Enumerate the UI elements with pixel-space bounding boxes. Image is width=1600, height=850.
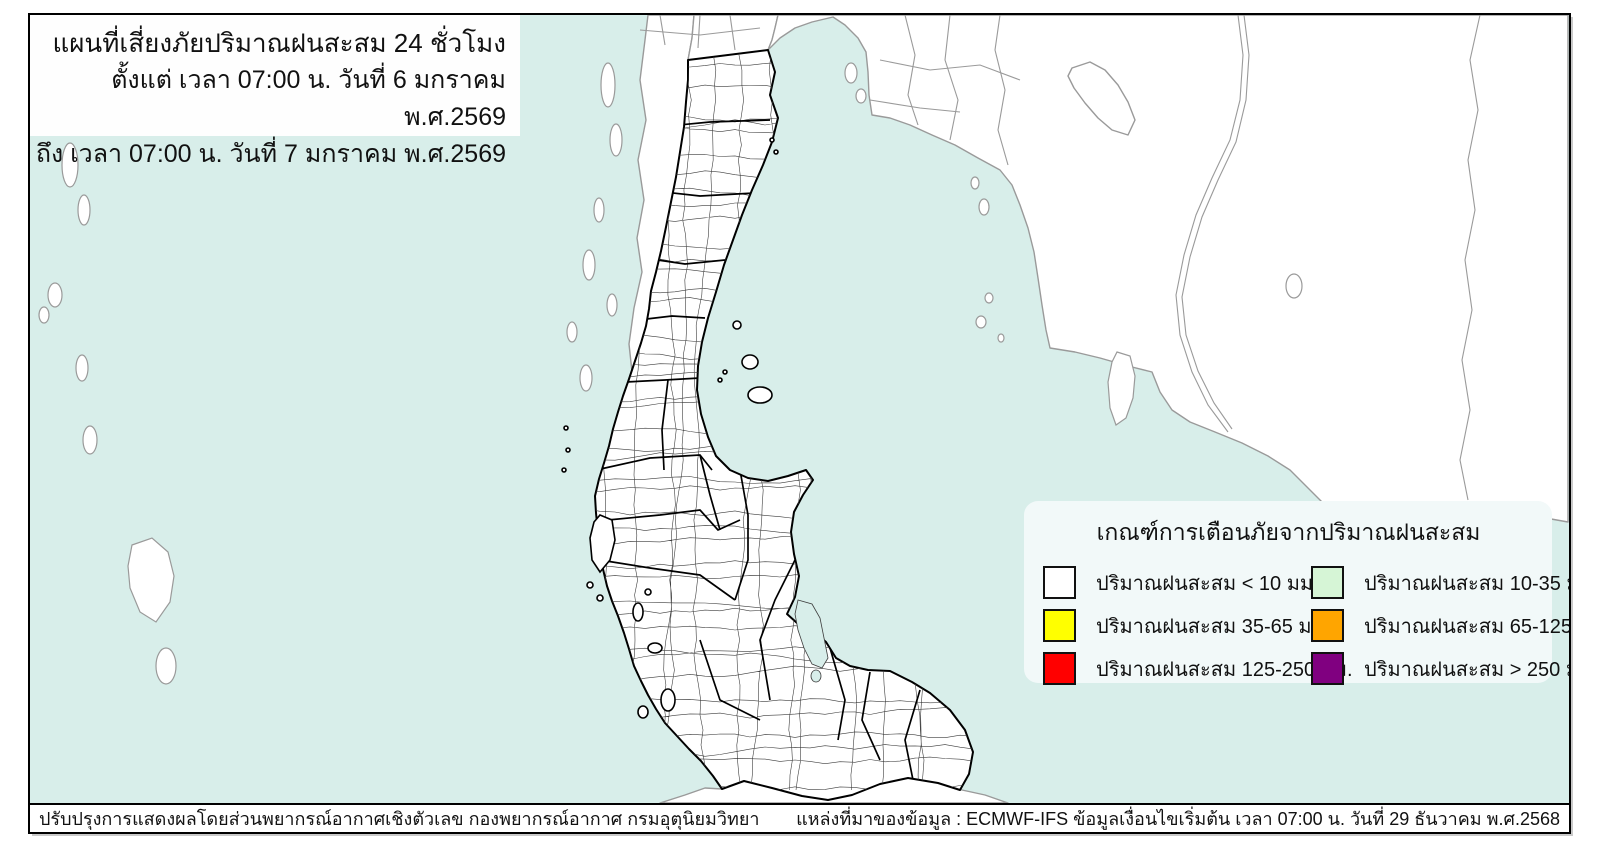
- legend-label: ปริมาณฝนสะสม < 10 มม.: [1096, 572, 1319, 595]
- map-period-from: ตั้งแต่ เวลา 07:00 น. วันที่ 6 มกราคม พ.…: [111, 66, 506, 131]
- legend-label: ปริมาณฝนสะสม > 250 มม.: [1364, 658, 1569, 681]
- legend-label: ปริมาณฝนสะสม 10-35 มม.: [1364, 572, 1569, 595]
- legend-label: ปริมาณฝนสะสม 125-250 มม.: [1096, 658, 1353, 681]
- legend-grid: ปริมาณฝนสะสม < 10 มม. ปริมาณฝนสะสม 10-35…: [1043, 561, 1569, 690]
- legend-box: เกณฑ์การเตือนภัยจากปริมาณฝนสะสม ปริมาณฝน…: [1024, 501, 1569, 685]
- songkhla-lake: [794, 599, 829, 683]
- footer-credit: ปรับปรุงการแสดงผลโดยส่วนพยากรณ์อากาศเชิง…: [39, 809, 760, 829]
- title-box: แผนที่เสี่ยงภัยปริมาณฝนสะสม 24 ชั่วโมง ต…: [30, 15, 520, 168]
- thailand-outline: [594, 49, 974, 801]
- legend-item: ปริมาณฝนสะสม 125-250 มม.: [1043, 652, 1353, 685]
- legend-title: เกณฑ์การเตือนภัยจากปริมาณฝนสะสม: [1096, 519, 1481, 545]
- map-frame: แผนที่เสี่ยงภัยปริมาณฝนสะสม 24 ชั่วโมง ต…: [28, 13, 1571, 834]
- legend-swatch-35-65: [1043, 609, 1076, 642]
- thai-islands: [561, 137, 779, 719]
- foreign-islands: [38, 62, 1303, 754]
- legend-item: ปริมาณฝนสะสม < 10 มม.: [1043, 566, 1319, 599]
- legend-label: ปริมาณฝนสะสม 65-125 มม.: [1364, 615, 1569, 638]
- map-title: แผนที่เสี่ยงภัยปริมาณฝนสะสม 24 ชั่วโมง: [52, 28, 506, 58]
- map-area: แผนที่เสี่ยงภัยปริมาณฝนสะสม 24 ชั่วโมง ต…: [30, 15, 1569, 803]
- legend-swatch-65-125: [1311, 609, 1344, 642]
- legend-item: ปริมาณฝนสะสม > 250 มม.: [1311, 652, 1569, 685]
- province-boundaries: [595, 119, 921, 791]
- legend-swatch-10-35: [1311, 566, 1344, 599]
- legend-swatch-lt10: [1043, 566, 1076, 599]
- footer-bar: ปรับปรุงการแสดงผลโดยส่วนพยากรณ์อากาศเชิง…: [30, 803, 1569, 832]
- legend-item: ปริมาณฝนสะสม 10-35 มม.: [1311, 566, 1569, 599]
- legend-label: ปริมาณฝนสะสม 35-65 มม.: [1096, 615, 1331, 638]
- footer-data-source: แหล่งที่มาของข้อมูล : ECMWF-IFS ข้อมูลเง…: [796, 809, 1560, 829]
- legend-swatch-gt250: [1311, 652, 1344, 685]
- map-svg: [30, 15, 1569, 803]
- legend-swatch-125-250: [1043, 652, 1076, 685]
- map-period-to: ถึง เวลา 07:00 น. วันที่ 7 มกราคม พ.ศ.25…: [35, 140, 506, 168]
- rivers-and-foreign-borders: [639, 15, 1481, 501]
- legend-item: ปริมาณฝนสะสม 35-65 มม.: [1043, 609, 1330, 642]
- legend-item: ปริมาณฝนสะสม 65-125 มม.: [1311, 609, 1569, 642]
